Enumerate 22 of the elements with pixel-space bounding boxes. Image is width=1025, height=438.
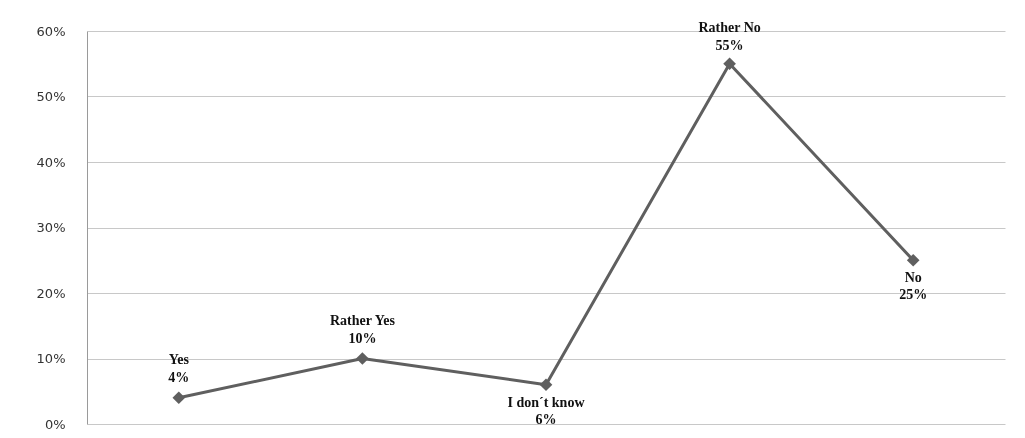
point — [356, 352, 369, 365]
x-tick-label: I don´t know — [507, 394, 586, 410]
point — [906, 253, 920, 267]
y-tick-label: 0% — [44, 416, 66, 432]
x-tick-label: Rather No — [698, 19, 761, 35]
y-tick-label: 30% — [36, 220, 66, 235]
x-tick-label: No — [904, 270, 922, 286]
y-tick-label: 10% — [36, 351, 66, 366]
y-tick-label: 20% — [36, 285, 66, 301]
data-label: 4% — [168, 369, 190, 385]
data-label: 25% — [899, 287, 928, 303]
point — [723, 57, 736, 71]
x-tick-label: Rather Yes — [329, 312, 396, 328]
x-tick-label: Yes — [168, 351, 190, 367]
data-label: 6% — [535, 411, 557, 427]
data-label: 10% — [348, 330, 377, 346]
y-tick-label: 50% — [36, 89, 66, 104]
y-tick-label: 40% — [36, 154, 66, 170]
data-label: 55% — [715, 37, 744, 53]
y-tick-label: 60% — [36, 23, 66, 39]
point — [172, 391, 186, 405]
point — [539, 378, 553, 392]
